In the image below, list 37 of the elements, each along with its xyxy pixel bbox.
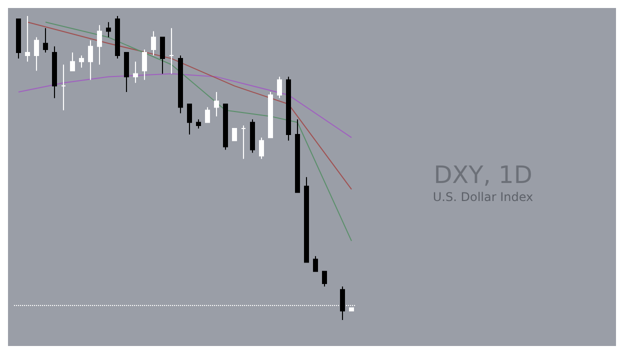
candlestick [34, 36, 39, 72]
candlestick [88, 40, 93, 80]
candlestick [25, 16, 30, 62]
candlestick [304, 176, 309, 263]
text: U.S. Dollar Index [432, 190, 534, 204]
candlestick [187, 104, 192, 136]
candlestick [16, 18, 21, 60]
candlestick [214, 92, 219, 117]
candlestick [241, 124, 246, 160]
candlestick [196, 118, 201, 129]
candlestick [151, 30, 156, 56]
candlestick [133, 61, 138, 84]
candlestick [97, 24, 102, 66]
candlestick [205, 106, 210, 123]
candlestick [268, 92, 273, 138]
candlestick [142, 48, 147, 80]
candlestick [295, 118, 300, 193]
candlestick [169, 28, 174, 74]
candlestick [250, 118, 255, 154]
candlestick [43, 28, 48, 53]
candlestick [313, 256, 318, 272]
candlestick [232, 128, 237, 142]
candlestick [286, 76, 291, 142]
candlestick [223, 104, 228, 150]
candlestick [61, 64, 66, 111]
candlestick [79, 55, 84, 68]
candlestick [322, 270, 327, 288]
candlestick [52, 46, 57, 99]
candlestick [124, 52, 129, 92]
candlestick [259, 137, 264, 160]
candlestick [340, 286, 345, 320]
candlestick [115, 16, 120, 60]
candlestick [277, 76, 282, 99]
candlestick [178, 55, 183, 114]
candlestick [160, 36, 165, 74]
candlestick [70, 52, 75, 72]
candlestick [106, 22, 111, 38]
